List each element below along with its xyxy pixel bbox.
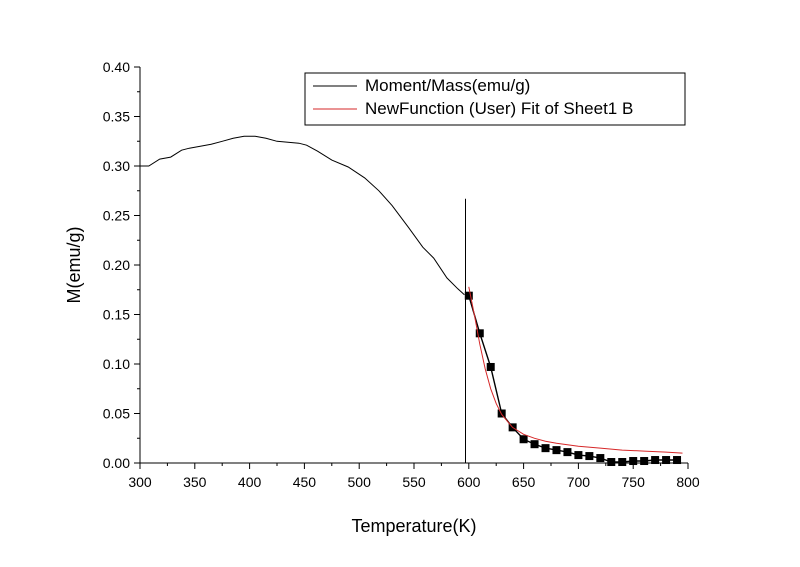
x-tick-label: 750	[622, 474, 646, 490]
series-3-line	[468, 286, 683, 454]
x-tick-label: 650	[512, 474, 536, 490]
y-axis-title: M(emu/g)	[64, 226, 84, 303]
data-point	[651, 456, 660, 465]
y-tick-label: 0.10	[103, 356, 130, 372]
data-point	[673, 456, 682, 465]
series-0-line	[140, 135, 465, 296]
data-point	[563, 448, 572, 457]
y-tick-label: 0.20	[103, 257, 130, 273]
y-tick-label: 0.35	[103, 109, 130, 125]
y-tick-label: 0.30	[103, 158, 130, 174]
plot-area	[140, 135, 683, 467]
data-point	[486, 362, 495, 371]
x-tick-label: 700	[567, 474, 591, 490]
x-tick-label: 350	[183, 474, 207, 490]
data-point	[519, 435, 528, 444]
y-tick-label: 0.15	[103, 307, 130, 323]
data-point	[607, 458, 616, 467]
legend-entry-fit: NewFunction (User) Fit of Sheet1 B	[365, 99, 633, 118]
data-point	[662, 456, 671, 465]
data-point	[475, 329, 484, 338]
x-axis-title: Temperature(K)	[351, 516, 476, 536]
data-point	[596, 454, 605, 463]
y-tick-label: 0.00	[103, 455, 130, 471]
legend-box	[304, 72, 686, 126]
data-point	[618, 458, 627, 467]
data-point	[552, 446, 561, 455]
axes: 300 350 400 450 500 550 600 650 700 750 800 0.00 0.0…	[103, 59, 700, 490]
x-tick-label: 450	[293, 474, 317, 490]
x-tick-label: 500	[348, 474, 372, 490]
x-tick-label: 550	[402, 474, 426, 490]
x-tick-label: 300	[128, 474, 152, 490]
x-tick-label: 400	[238, 474, 262, 490]
data-point	[530, 440, 539, 449]
legend: Moment/Mass(emu/g) NewFunction (User) Fi…	[304, 72, 686, 126]
data-point	[574, 451, 583, 460]
legend-entry-moment: Moment/Mass(emu/g)	[365, 76, 530, 95]
y-tick-label: 0.05	[103, 406, 130, 422]
x-tick-label: 600	[457, 474, 481, 490]
data-point	[541, 444, 550, 453]
y-tick-label: 0.40	[103, 59, 130, 75]
data-point	[629, 457, 638, 466]
data-point	[640, 457, 649, 466]
data-point	[464, 291, 473, 300]
x-tick-label: 800	[676, 474, 700, 490]
data-point	[585, 452, 594, 461]
y-tick-label: 0.25	[103, 208, 130, 224]
